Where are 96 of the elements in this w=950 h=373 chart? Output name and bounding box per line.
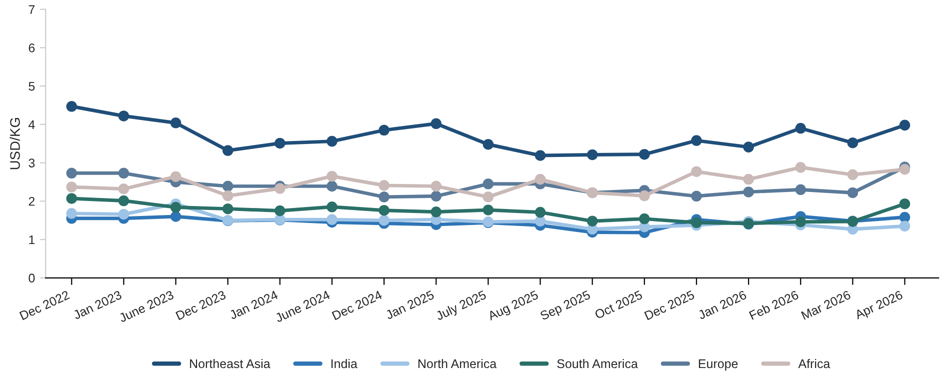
point xyxy=(326,170,338,182)
point xyxy=(534,206,546,218)
point xyxy=(326,180,338,192)
x-tick-label: Dec 2025 xyxy=(644,290,695,320)
point xyxy=(378,180,390,191)
point xyxy=(847,137,858,148)
point xyxy=(170,171,182,182)
legend-label: India xyxy=(331,358,358,368)
y-tick-label: 5 xyxy=(28,82,35,91)
point xyxy=(430,190,442,202)
point xyxy=(847,169,858,180)
y-axis-title: USD/KG xyxy=(10,118,20,170)
point xyxy=(899,164,910,175)
point xyxy=(899,198,910,210)
point xyxy=(274,205,286,216)
point xyxy=(743,142,754,152)
point xyxy=(899,212,910,223)
x-tick-label: July 2025 xyxy=(434,290,488,323)
point xyxy=(222,203,234,214)
y-tick-label: 4 xyxy=(28,120,35,129)
point xyxy=(795,216,806,228)
point xyxy=(534,150,546,161)
point xyxy=(170,211,182,222)
point xyxy=(222,190,234,202)
point xyxy=(691,190,702,202)
point xyxy=(534,216,546,226)
x-tick-label: Sep 2025 xyxy=(540,290,592,323)
point xyxy=(118,168,130,179)
x-tick-label: Oct 2025 xyxy=(594,290,643,320)
point xyxy=(222,145,234,156)
x-tick-label: Jan 2025 xyxy=(384,290,435,320)
point xyxy=(170,118,182,128)
y-tick-label: 1 xyxy=(29,235,35,244)
point xyxy=(430,206,442,218)
x-tick-label: Dec 2022 xyxy=(19,290,70,320)
legend-label: South America xyxy=(557,358,638,368)
point xyxy=(118,208,130,220)
point xyxy=(482,178,494,190)
point xyxy=(66,168,78,179)
point xyxy=(482,138,494,150)
point xyxy=(691,135,702,146)
legend-label: Africa xyxy=(798,358,830,368)
point xyxy=(899,220,910,232)
point xyxy=(534,174,546,185)
point xyxy=(326,136,338,147)
point xyxy=(482,192,494,202)
point xyxy=(743,174,754,185)
point xyxy=(378,214,390,226)
point xyxy=(795,184,806,196)
x-tick-label: Jan 2023 xyxy=(72,290,122,320)
point xyxy=(66,193,78,204)
x-tick-label: Dec 2024 xyxy=(332,290,383,320)
y-tick-label: 7 xyxy=(28,5,35,14)
point xyxy=(639,148,650,160)
point xyxy=(430,118,442,130)
point xyxy=(691,166,702,177)
x-tick-label: Mar 2026 xyxy=(800,290,852,320)
point xyxy=(170,202,182,213)
point xyxy=(222,180,234,192)
point xyxy=(378,192,390,202)
point xyxy=(639,190,650,202)
point xyxy=(639,213,650,224)
y-tick-label: 0 xyxy=(28,274,35,283)
x-tick-label: Jan 2026 xyxy=(697,290,748,320)
point xyxy=(482,204,494,216)
legend-label: Northeast Asia xyxy=(190,358,270,368)
x-tick-label: Aug 2025 xyxy=(487,290,540,323)
point xyxy=(899,120,910,131)
x-tick-label: Feb 2026 xyxy=(748,290,800,320)
point xyxy=(66,208,78,219)
point xyxy=(378,124,390,136)
point xyxy=(118,195,130,206)
point xyxy=(118,183,130,194)
point xyxy=(326,202,338,212)
point xyxy=(274,183,286,194)
point xyxy=(795,122,806,134)
point xyxy=(586,149,598,160)
point xyxy=(795,162,806,173)
point xyxy=(743,186,754,198)
point xyxy=(66,101,78,112)
legend-label: North America xyxy=(418,358,497,368)
point xyxy=(847,187,858,198)
x-tick-label: Dec 2023 xyxy=(175,290,226,320)
point xyxy=(430,180,442,192)
point xyxy=(66,182,78,192)
point xyxy=(118,110,130,122)
x-tick-label: Apr 2026 xyxy=(854,290,904,322)
y-tick-label: 6 xyxy=(28,43,35,52)
point xyxy=(326,214,338,225)
point xyxy=(691,217,702,228)
point xyxy=(586,216,598,226)
legend-label: Europe xyxy=(698,359,738,371)
y-tick-label: 2 xyxy=(28,196,35,206)
point xyxy=(274,138,286,149)
y-tick-label: 3 xyxy=(28,158,35,168)
point xyxy=(378,204,390,216)
